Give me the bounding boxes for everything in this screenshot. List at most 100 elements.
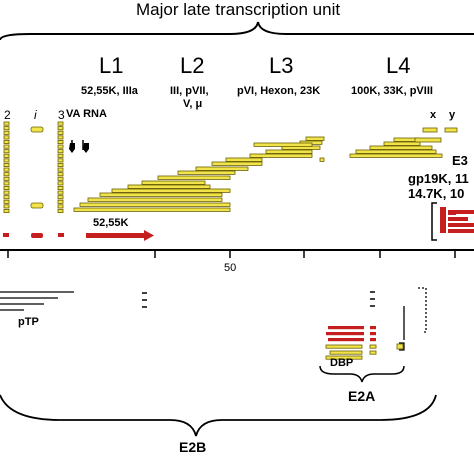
region-label-l4: L4 [386, 53, 411, 78]
late-mrna-bar [127, 184, 211, 189]
red-arrow-label: 52,55K [93, 217, 129, 229]
diagram-title: Major late transcription unit [136, 0, 341, 19]
late-mrna-bar [369, 145, 433, 150]
late-mrna-bar [177, 170, 236, 175]
e2a-red-dot [370, 326, 376, 330]
col-label-2: 2 [4, 108, 11, 122]
late-mrna-bar [79, 202, 231, 207]
x-y-box-3 [414, 137, 442, 143]
e2a-yellow-bar [325, 355, 363, 360]
region-label-l2: L2 [180, 53, 205, 78]
va-rna-label: VA RNA [66, 108, 107, 120]
e2a-small-bracket [399, 342, 405, 351]
col2-box [3, 204, 10, 209]
col3-box [57, 130, 64, 135]
col2-box [3, 158, 10, 163]
late-mrna-bar [195, 166, 249, 171]
l4-proteins: 100K, 33K, pVIII [351, 85, 433, 97]
col2-box [3, 199, 10, 204]
e3-red-bar [448, 229, 474, 233]
late-mrna-bars [73, 136, 443, 212]
col3-box [57, 149, 64, 154]
late-mrna-bar [265, 149, 313, 154]
late-mrna-bar [225, 157, 263, 162]
col3-box [57, 185, 64, 190]
e3-proteins-line2: 14.7K, 10 [408, 186, 465, 201]
col3-box [57, 167, 64, 172]
red-arrow-shaft [86, 233, 144, 238]
l2-proteins-line2: V, μ [183, 98, 203, 110]
col2-box [3, 139, 10, 144]
col2-box [3, 126, 10, 131]
e2a-right-bracket [418, 287, 427, 333]
col3-box [57, 190, 64, 195]
late-mrna-bar [393, 137, 419, 142]
col3-box [57, 158, 64, 163]
dash-group-1 [142, 292, 147, 308]
dbp-label: DBP [330, 357, 354, 369]
col2-box [3, 130, 10, 135]
red-marker-1 [3, 233, 9, 237]
col2-box [3, 176, 10, 181]
col3-box [57, 153, 64, 158]
va-rna-arrow-left [69, 143, 75, 153]
major-late-brace [0, 21, 474, 41]
red-marker-3 [58, 233, 64, 237]
late-mrna-bar [383, 141, 421, 146]
e2a-label: E2A [348, 388, 376, 404]
col3-box [57, 208, 64, 213]
e3-red-bar [448, 217, 468, 221]
col3-box [57, 126, 64, 131]
col-label-3: 3 [58, 108, 65, 122]
col2-box [3, 121, 10, 126]
e3-proteins-line1: gp19K, 11 [408, 171, 469, 186]
col2-box [3, 149, 10, 154]
col2-box [3, 162, 10, 167]
late-mrna-bar [211, 161, 263, 166]
l1-proteins: 52,55K, IIIa [81, 85, 138, 97]
col3-box [57, 172, 64, 177]
y-label: y [449, 109, 456, 121]
late-mrna-bar [141, 180, 206, 185]
i-column-bracket-top [30, 126, 44, 133]
e2a-red-dot [370, 338, 376, 342]
col2-box [3, 172, 10, 177]
e2a-red-bar [326, 332, 364, 336]
red-marker-2 [31, 233, 43, 238]
col2-box [3, 153, 10, 158]
e3-red-bar [448, 223, 474, 227]
e2a-yellow-bar [329, 350, 363, 355]
late-mrna-bar [349, 153, 443, 158]
late-mrna-bar [111, 188, 231, 193]
col2-box [3, 185, 10, 190]
col2-box [3, 144, 10, 149]
col2-box [3, 135, 10, 140]
late-mrna-bar [99, 192, 223, 197]
e2a-red-bar [328, 338, 364, 342]
col3-box [57, 139, 64, 144]
e3-red-bar [456, 210, 474, 214]
ptp-label: pTP [18, 316, 39, 328]
col-label-i: i [34, 108, 37, 122]
e3-red-bar [440, 207, 446, 233]
e3-red-bar [448, 210, 456, 215]
x-label: x [430, 109, 437, 121]
e2b-brace [0, 394, 437, 437]
left-column-3-boxes [57, 121, 64, 213]
late-mrna-bar [253, 142, 313, 147]
col3-box [57, 144, 64, 149]
region-label-l1: L1 [99, 53, 124, 78]
dash-group-2 [370, 291, 375, 307]
late-mrna-bar [305, 136, 325, 141]
col2-box [3, 195, 10, 200]
late-mrna-bar [249, 153, 313, 158]
late-mrna-bar [157, 175, 231, 180]
left-column-2-boxes [3, 121, 10, 213]
va-rna-arrow-right [83, 143, 89, 153]
col3-box [57, 176, 64, 181]
e2a-red-dot [370, 332, 376, 336]
i-column-bracket-bottom [30, 202, 44, 209]
col3-box [57, 199, 64, 204]
x-y-box-2 [444, 127, 458, 133]
